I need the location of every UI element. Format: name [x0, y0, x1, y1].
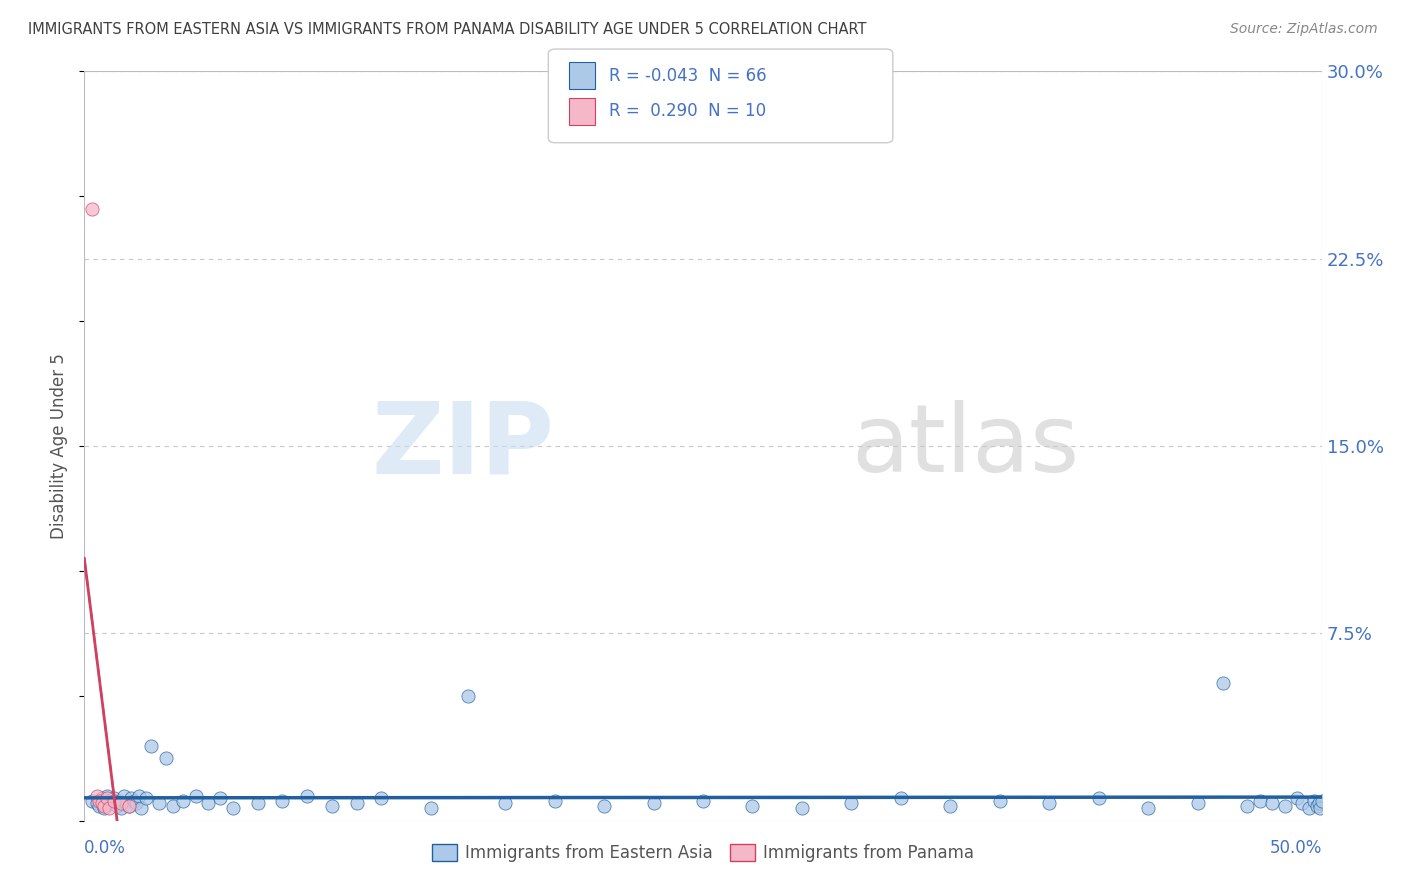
Point: [80, 794, 103, 808]
Text: IMMIGRANTS FROM EASTERN ASIA VS IMMIGRANTS FROM PANAMA DISABILITY AGE UNDER 5 CO: IMMIGRANTS FROM EASTERN ASIA VS IMMIGRAN…: [28, 22, 866, 37]
Point: [122, 794, 145, 808]
Point: [988, 794, 1011, 808]
Point: [135, 791, 157, 805]
Point: [1236, 798, 1258, 813]
Point: [1291, 796, 1313, 810]
Point: [939, 798, 962, 813]
Point: [1274, 798, 1296, 813]
Point: [543, 794, 565, 808]
Point: [419, 801, 441, 815]
Point: [1303, 794, 1326, 808]
Point: [1212, 676, 1234, 690]
Point: [370, 791, 392, 805]
Point: [1309, 801, 1331, 815]
Point: [321, 798, 343, 813]
Point: [80, 202, 103, 216]
Point: [125, 796, 148, 810]
Point: [1088, 791, 1111, 805]
Y-axis label: Disability Age Under 5: Disability Age Under 5: [51, 353, 69, 539]
Point: [209, 791, 232, 805]
Text: atlas: atlas: [852, 400, 1080, 492]
Point: [141, 739, 163, 753]
Point: [90, 796, 112, 810]
Text: Source: ZipAtlas.com: Source: ZipAtlas.com: [1230, 22, 1378, 37]
Point: [1305, 798, 1327, 813]
Point: [222, 801, 245, 815]
Point: [246, 796, 269, 810]
Point: [271, 794, 294, 808]
Text: ZIP: ZIP: [371, 398, 554, 494]
Point: [112, 789, 135, 803]
Point: [98, 794, 121, 808]
Point: [346, 796, 368, 810]
Point: [115, 796, 138, 810]
Point: [90, 791, 112, 805]
Point: [643, 796, 665, 810]
Text: 50.0%: 50.0%: [1270, 839, 1322, 857]
Point: [1298, 801, 1320, 815]
Point: [295, 789, 318, 803]
Point: [148, 796, 170, 810]
Point: [120, 791, 142, 805]
Point: [741, 798, 763, 813]
Text: R =  0.290  N = 10: R = 0.290 N = 10: [609, 103, 766, 120]
Text: 0.0%: 0.0%: [84, 839, 127, 857]
Point: [1187, 796, 1209, 810]
Point: [162, 798, 184, 813]
Point: [1308, 796, 1330, 810]
Point: [1310, 794, 1333, 808]
Point: [96, 791, 118, 805]
Point: [93, 801, 115, 815]
Point: [118, 798, 141, 813]
Point: [118, 798, 141, 813]
Point: [89, 794, 111, 808]
Point: [110, 801, 132, 815]
Point: [103, 794, 125, 808]
Point: [103, 791, 125, 805]
Point: [86, 796, 108, 810]
Point: [155, 751, 177, 765]
Point: [105, 798, 128, 813]
Point: [110, 796, 132, 810]
Point: [494, 796, 516, 810]
Point: [184, 789, 207, 803]
Point: [1038, 796, 1060, 810]
Point: [86, 789, 108, 803]
Point: [89, 798, 111, 813]
Point: [172, 794, 194, 808]
Point: [692, 794, 714, 808]
Point: [98, 801, 121, 815]
Point: [93, 798, 115, 813]
Legend: Immigrants from Eastern Asia, Immigrants from Panama: Immigrants from Eastern Asia, Immigrants…: [425, 837, 981, 869]
Point: [1285, 791, 1308, 805]
Point: [457, 689, 479, 703]
Text: R = -0.043  N = 66: R = -0.043 N = 66: [609, 67, 766, 85]
Point: [128, 789, 150, 803]
Point: [197, 796, 219, 810]
Point: [100, 796, 122, 810]
Point: [108, 794, 131, 808]
Point: [890, 791, 912, 805]
Point: [841, 796, 863, 810]
Point: [1249, 794, 1271, 808]
Point: [96, 789, 118, 803]
Point: [790, 801, 813, 815]
Point: [1261, 796, 1284, 810]
Point: [593, 798, 616, 813]
Point: [1137, 801, 1160, 815]
Point: [129, 801, 152, 815]
